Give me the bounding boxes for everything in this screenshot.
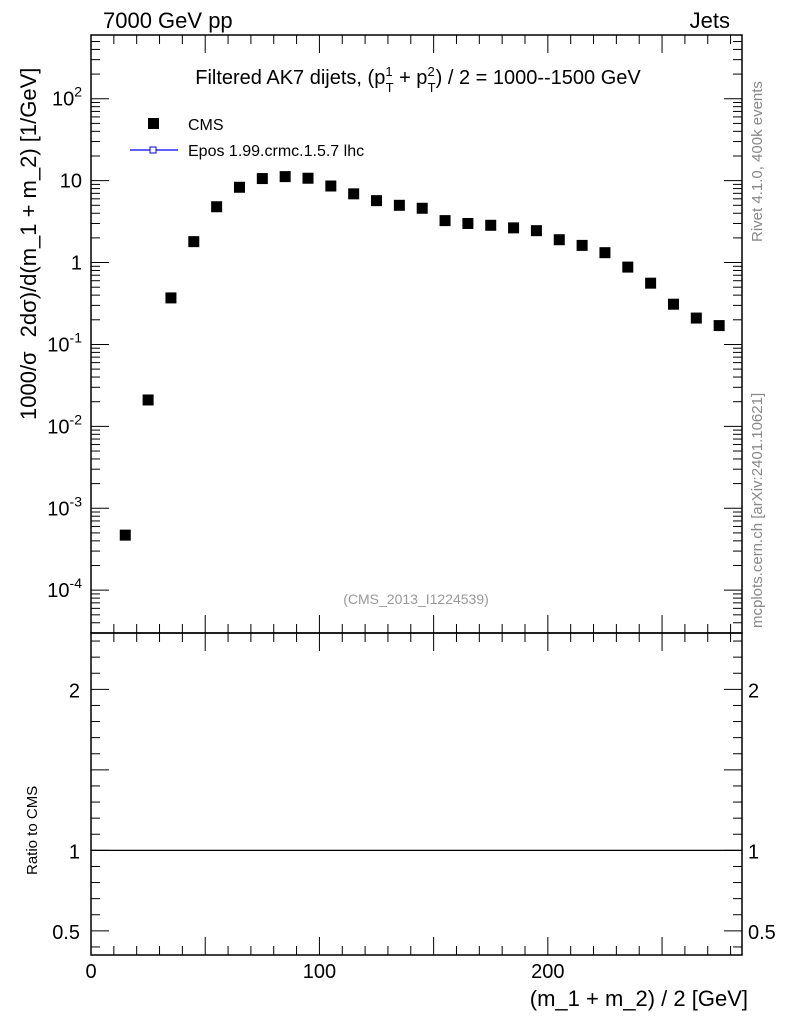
data-point bbox=[508, 222, 520, 234]
y-tick-label: 10 bbox=[60, 171, 82, 193]
y-tick-label: 10-2 bbox=[47, 411, 82, 438]
ratio-tick-label-right: 0.5 bbox=[748, 922, 776, 944]
legend: CMS Epos 1.99.crmc.1.5.7 lhc bbox=[130, 117, 364, 160]
data-point bbox=[233, 181, 245, 193]
data-point bbox=[393, 199, 405, 211]
data-point bbox=[371, 195, 383, 207]
ratio-plot-frame bbox=[90, 632, 743, 956]
ratio-tick-label-left: 0.5 bbox=[52, 922, 80, 944]
data-point bbox=[348, 188, 360, 200]
data-point bbox=[553, 234, 565, 246]
y-tick-label: 10-1 bbox=[47, 329, 82, 356]
data-point bbox=[485, 219, 497, 231]
data-point bbox=[279, 171, 291, 183]
ratio-tick-label-left: 2 bbox=[69, 680, 80, 702]
chart-title: Filtered AK7 dijets, (p1 T + p2 T) / 2 = 1… bbox=[195, 64, 641, 95]
data-point bbox=[439, 215, 451, 227]
data-point bbox=[530, 225, 542, 237]
ratio-y-axis: 0.5 0.5 1 1 2 2 bbox=[52, 640, 776, 948]
data-point bbox=[211, 201, 223, 213]
legend-cms-marker bbox=[148, 118, 159, 129]
x-tick-label: 0 bbox=[85, 961, 96, 983]
data-point bbox=[119, 529, 131, 541]
mcplots-label: mcplots.cern.ch [arXiv:2401.10621] bbox=[749, 393, 766, 628]
legend-cms-label: CMS bbox=[188, 117, 224, 134]
data-point bbox=[165, 292, 177, 304]
x-axis: 0 100 200 bbox=[85, 35, 732, 983]
ratio-tick-label-left: 1 bbox=[69, 841, 80, 863]
ratio-tick-label-right: 2 bbox=[748, 680, 759, 702]
main-y-axis: 10-4 10-3 10-2 10-1 1 10 102 bbox=[47, 34, 742, 634]
legend-epos-label: Epos 1.99.crmc.1.5.7 lhc bbox=[188, 143, 364, 160]
y-tick-label: 10-4 bbox=[47, 575, 82, 602]
y-tick-label: 1 bbox=[71, 253, 82, 275]
x-tick-label: 100 bbox=[303, 961, 336, 983]
y-tick-label: 10-3 bbox=[47, 493, 82, 520]
data-points bbox=[119, 171, 725, 541]
data-point bbox=[416, 202, 428, 214]
data-point bbox=[645, 277, 657, 289]
data-point bbox=[690, 312, 702, 324]
data-point bbox=[142, 394, 154, 406]
rivet-label: Rivet 4.1.0, 400k events bbox=[749, 81, 766, 242]
ratio-y-axis-label: Ratio to CMS bbox=[24, 786, 41, 875]
data-point bbox=[188, 236, 200, 248]
data-point bbox=[576, 239, 588, 251]
header-right: Jets bbox=[690, 8, 730, 33]
data-point bbox=[325, 180, 337, 192]
analysis-id: (CMS_2013_I1224539) bbox=[343, 591, 489, 607]
data-point bbox=[462, 217, 474, 229]
data-point bbox=[599, 247, 611, 259]
data-point bbox=[622, 261, 634, 273]
y-tick-label: 102 bbox=[52, 84, 82, 111]
y-axis-label: 1000/σ2dσ)/d(m_1 + m_2) [1/GeV] bbox=[16, 68, 41, 420]
data-point bbox=[713, 320, 725, 332]
ratio-tick-label-right: 1 bbox=[748, 841, 759, 863]
data-point bbox=[667, 298, 679, 310]
x-axis-label: (m_1 + m_2) / 2 [GeV] bbox=[530, 986, 748, 1011]
header-left: 7000 GeV pp bbox=[103, 8, 233, 33]
x-tick-label: 200 bbox=[531, 961, 564, 983]
data-point bbox=[302, 172, 314, 184]
data-point bbox=[256, 173, 268, 185]
legend-epos-marker bbox=[149, 146, 157, 154]
